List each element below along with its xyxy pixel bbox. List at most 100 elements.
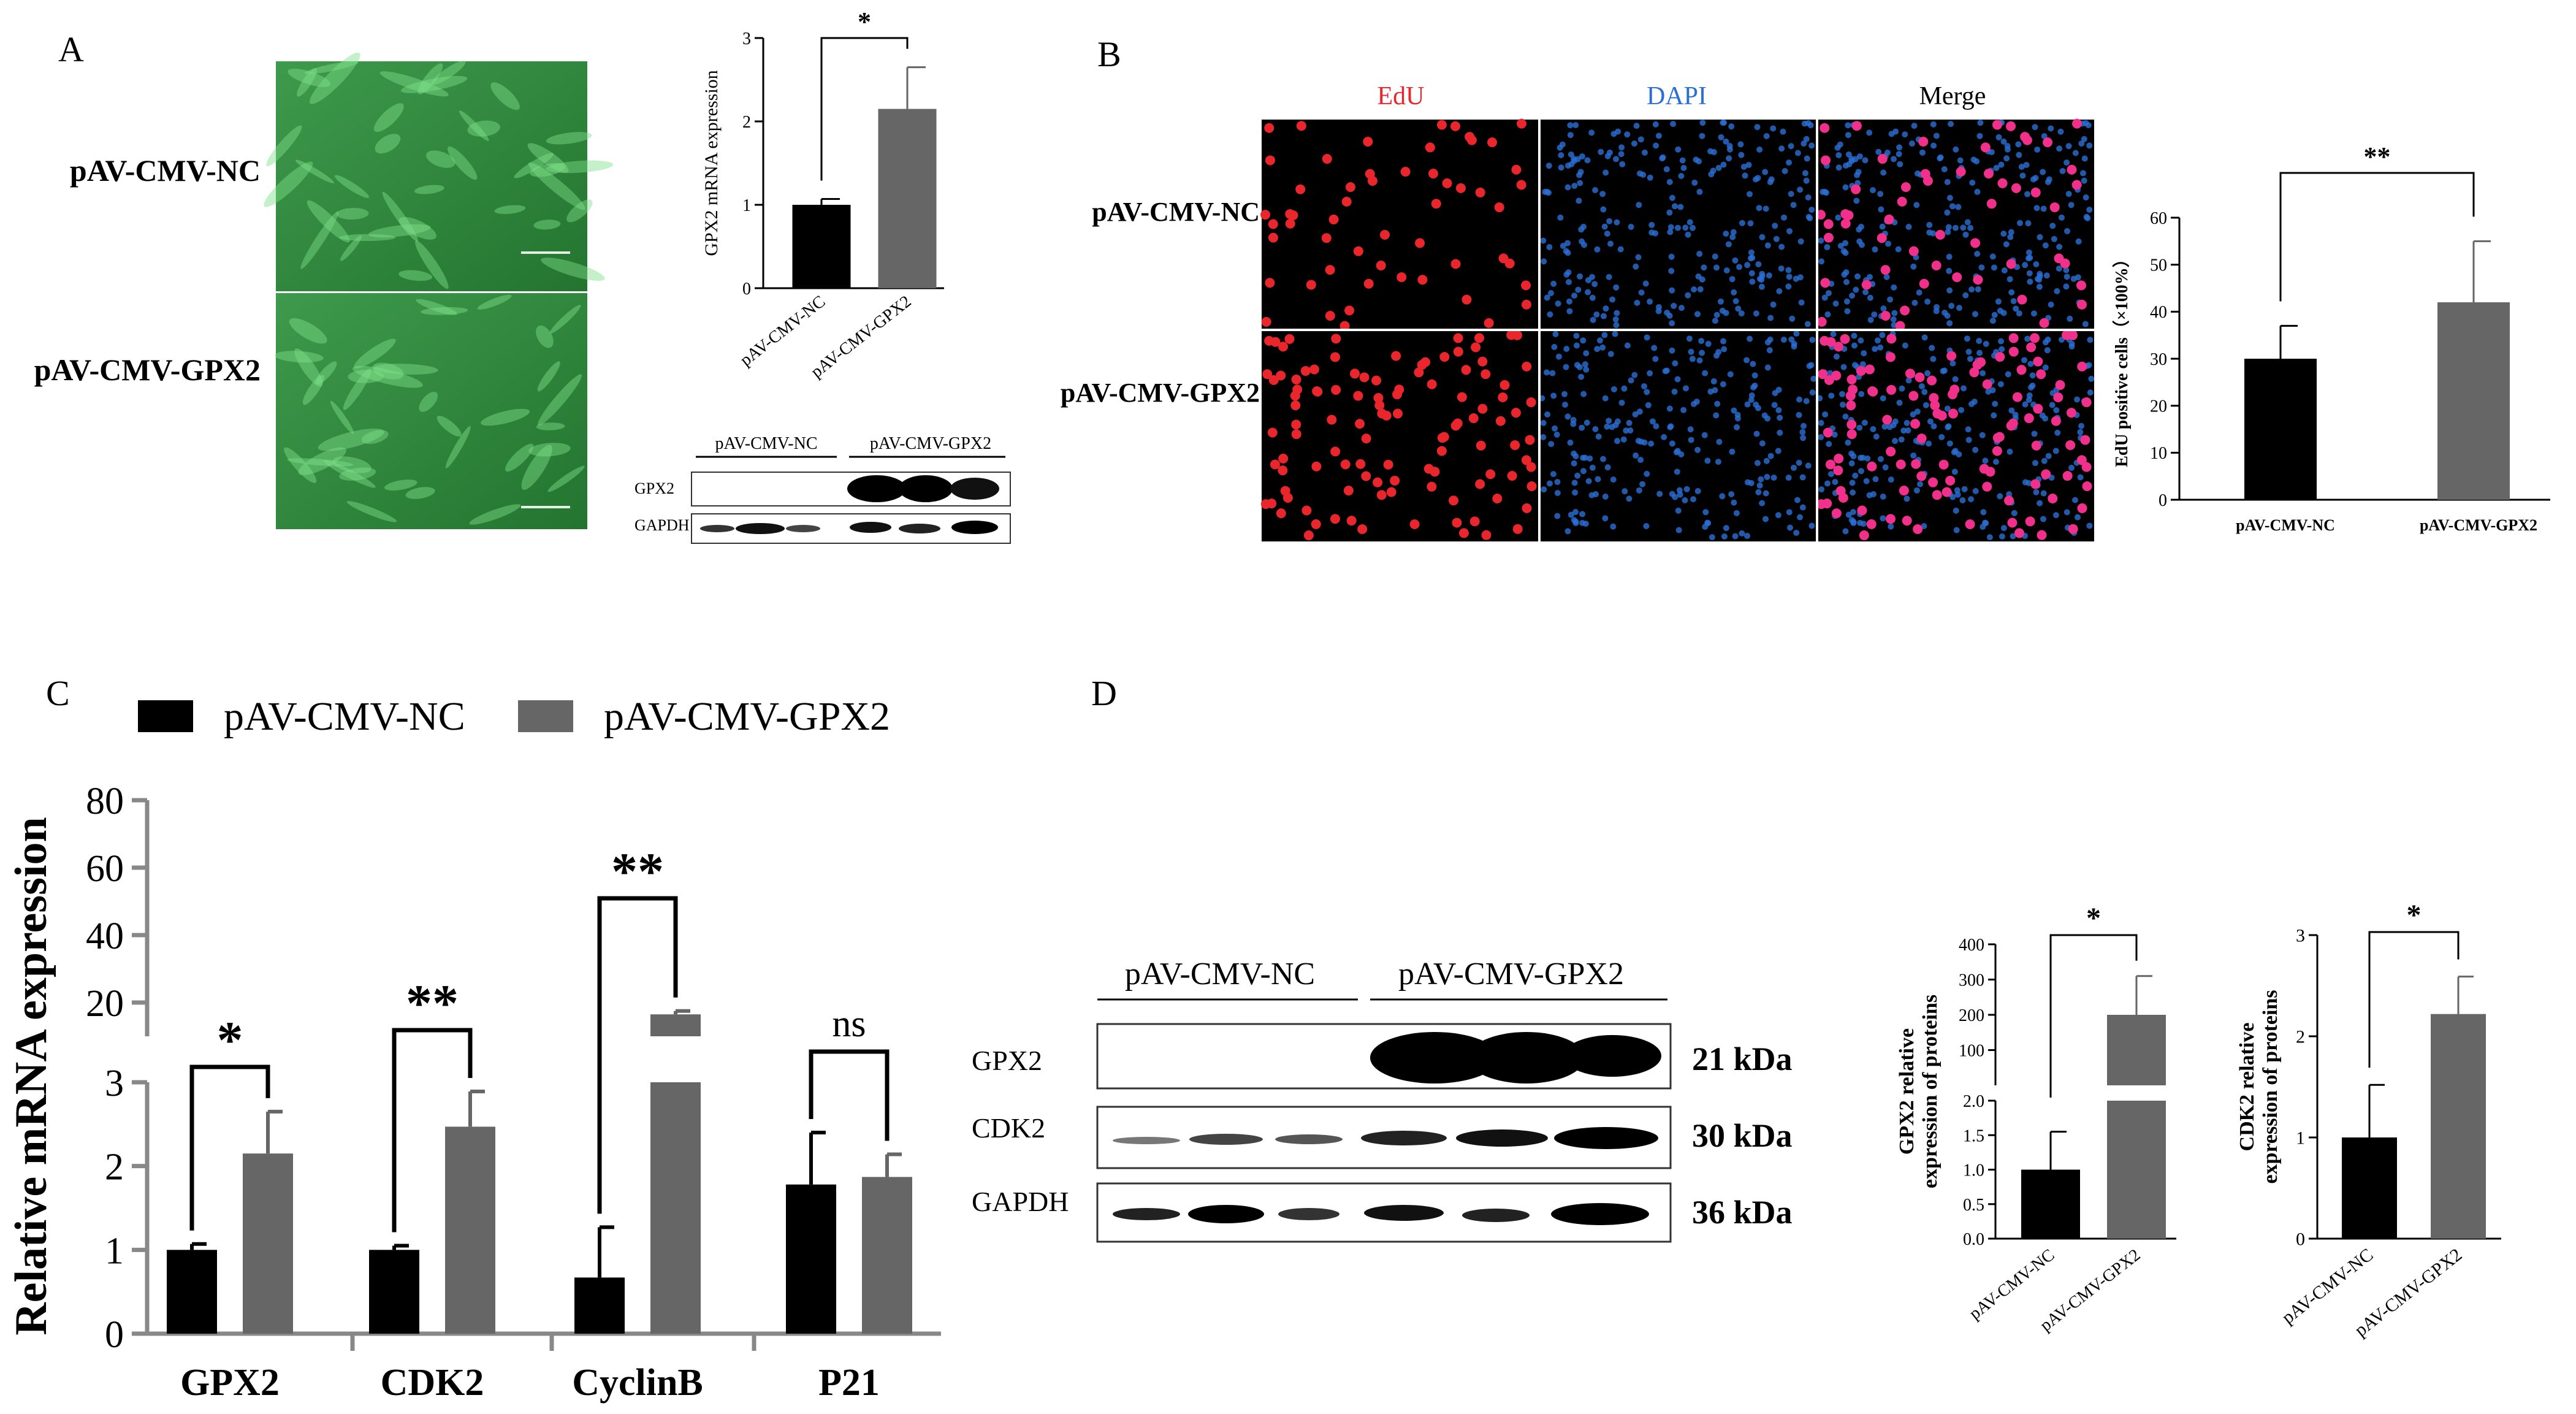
dapi-nucleus	[1552, 425, 1558, 432]
dapi-nucleus	[1547, 290, 1554, 297]
dapi-nucleus	[1843, 298, 1850, 305]
dapi-nucleus	[1954, 487, 1961, 494]
edu-positive-cell	[1373, 392, 1384, 403]
edu-positive-cell	[1867, 386, 1878, 397]
edu-positive-cell	[1825, 459, 1835, 470]
edu-positive-cell	[1415, 238, 1425, 248]
dapi-nucleus	[2052, 448, 2059, 454]
dapi-nucleus	[1828, 392, 1835, 399]
edu-positive-cell	[2037, 530, 2047, 540]
edu-positive-cell	[1361, 471, 1371, 481]
cell	[546, 160, 614, 174]
significance-bracket	[820, 37, 909, 181]
dapi-nucleus	[1961, 385, 1967, 392]
edu-positive-cell	[2033, 356, 2043, 367]
dapi-nucleus	[1739, 530, 1745, 537]
dapi-nucleus	[1903, 419, 1910, 426]
dapi-nucleus	[1799, 474, 1806, 481]
dapi-nucleus	[1879, 332, 1886, 338]
dapi-nucleus	[1794, 497, 1801, 503]
cell	[372, 362, 404, 380]
dapi-nucleus	[1911, 299, 1918, 306]
dapi-nucleus	[2019, 172, 2026, 179]
y-tick-label: 2	[2296, 1027, 2305, 1047]
dapi-nucleus	[1710, 167, 1717, 174]
edu-positive-cell	[1376, 490, 1387, 500]
cell	[346, 501, 397, 522]
edu-positive-cell	[1477, 356, 1488, 367]
dapi-nucleus	[1858, 337, 1864, 344]
cell	[379, 71, 449, 97]
dapi-nucleus	[1699, 276, 1705, 283]
dapi-nucleus	[1544, 411, 1551, 418]
dapi-nucleus	[1593, 311, 1600, 318]
dapi-nucleus	[1758, 283, 1765, 290]
edu-positive-cell	[1452, 518, 1462, 528]
dapi-nucleus	[1652, 356, 1659, 362]
dapi-nucleus	[1762, 516, 1769, 522]
dapi-nucleus	[2042, 242, 2049, 249]
dapi-nucleus	[1799, 429, 1806, 435]
edu-positive-cell	[1913, 524, 1923, 534]
cell	[490, 82, 520, 110]
dapi-nucleus	[2063, 267, 2070, 273]
edu-positive-cell	[1449, 495, 1459, 506]
dapi-nucleus	[1964, 219, 1971, 226]
dapi-nucleus	[1850, 489, 1856, 496]
dapi-nucleus	[1840, 248, 1847, 254]
dapi-nucleus	[1540, 237, 1547, 244]
dapi-nucleus	[1926, 221, 1933, 228]
dapi-nucleus	[1676, 487, 1683, 494]
dapi-nucleus	[1572, 509, 1579, 516]
edu-positive-cell	[1439, 351, 1450, 362]
edu-positive-cell	[1427, 379, 1437, 389]
cell	[432, 60, 466, 85]
dapi-nucleus	[1736, 264, 1743, 270]
cell	[533, 220, 561, 230]
a-western-blot: pAV-CMV-NC pAV-CMV-GPX2 GPX2 GAPDH	[634, 434, 1011, 544]
dapi-nucleus	[1677, 204, 1684, 210]
significance-bracket	[2368, 931, 2460, 1068]
edu-positive-cell	[2051, 416, 2061, 426]
dapi-nucleus	[1606, 218, 1613, 224]
dapi-nucleus	[1671, 302, 1677, 309]
cell	[416, 299, 457, 315]
y-axis-title: Relative mRNA expression	[6, 817, 56, 1335]
dapi-nucleus	[1639, 481, 1646, 487]
dapi-nucleus	[1723, 525, 1729, 532]
dapi-nucleus	[1995, 298, 2002, 305]
edu-positive-cell	[1997, 178, 2008, 188]
significance-label: **	[406, 974, 459, 1033]
dapi-nucleus	[1761, 412, 1768, 419]
dapi-nucleus	[1564, 184, 1571, 191]
dapi-nucleus	[1729, 234, 1736, 240]
dapi-nucleus	[1926, 229, 1933, 236]
dapi-nucleus	[1610, 523, 1617, 530]
dapi-nucleus	[2054, 429, 2061, 436]
edu-positive-cell	[1344, 305, 1355, 316]
dapi-nucleus	[1604, 231, 1610, 237]
significance-label: *	[858, 7, 871, 37]
significance-label: **	[2364, 142, 2391, 172]
dapi-nucleus	[2064, 227, 2071, 234]
dapi-nucleus	[1762, 169, 1769, 175]
dapi-nucleus	[1729, 448, 1736, 455]
dapi-nucleus	[1956, 305, 1962, 311]
edu-positive-cell	[2026, 342, 2037, 353]
dapi-nucleus	[1683, 486, 1690, 492]
dapi-nucleus	[1644, 470, 1650, 477]
edu-positive-cell	[1373, 477, 1383, 487]
edu-positive-cell	[1345, 182, 1355, 193]
bar	[2244, 359, 2317, 500]
dapi-nucleus	[1796, 411, 1802, 418]
cell	[421, 307, 468, 315]
dapi-nucleus	[1972, 446, 1979, 453]
edu-positive-cell	[1487, 137, 1498, 148]
dapi-nucleus	[1661, 434, 1667, 440]
dapi-nucleus	[1983, 340, 1989, 347]
edu-positive-cell	[2017, 294, 2027, 305]
dapi-nucleus	[1571, 292, 1578, 299]
edu-positive-cell	[1471, 342, 1481, 353]
dapi-nucleus	[1617, 246, 1624, 253]
panel-label-d: D	[1091, 673, 1117, 713]
